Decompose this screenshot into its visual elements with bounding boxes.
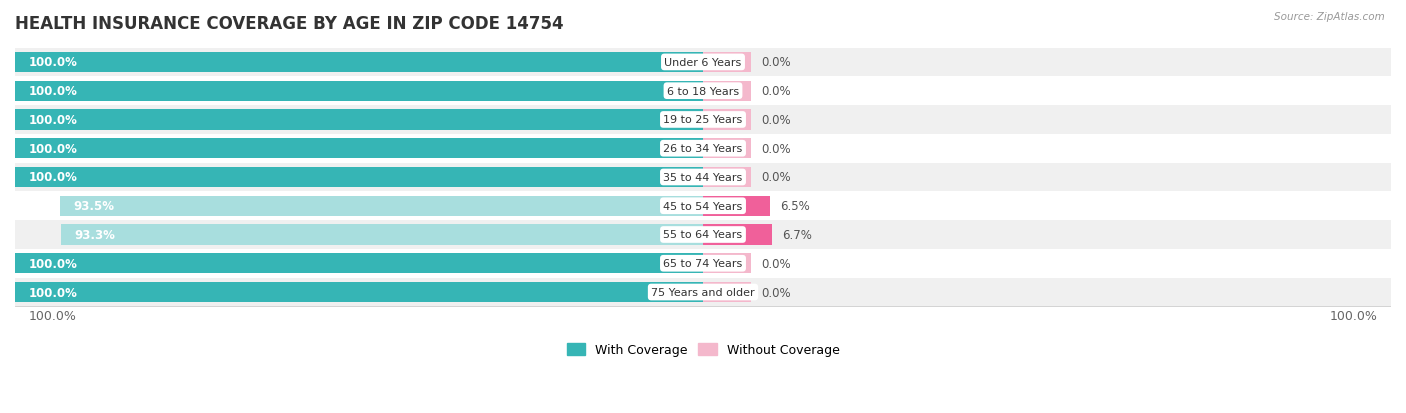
Text: 0.0%: 0.0%: [762, 85, 792, 98]
Bar: [15, 221, 1391, 249]
Text: 0.0%: 0.0%: [762, 257, 792, 270]
Bar: [59, 196, 703, 216]
Bar: [15, 278, 1391, 307]
Text: 100.0%: 100.0%: [28, 56, 77, 69]
Bar: [703, 168, 751, 188]
Bar: [15, 139, 703, 159]
Bar: [15, 81, 703, 102]
Text: 6 to 18 Years: 6 to 18 Years: [666, 86, 740, 97]
Text: 0.0%: 0.0%: [762, 56, 792, 69]
Bar: [703, 282, 751, 302]
Text: 0.0%: 0.0%: [762, 171, 792, 184]
Text: 100.0%: 100.0%: [28, 309, 77, 322]
Bar: [15, 110, 703, 130]
Bar: [60, 225, 703, 245]
Text: 35 to 44 Years: 35 to 44 Years: [664, 173, 742, 183]
Bar: [703, 53, 751, 73]
Text: 100.0%: 100.0%: [28, 257, 77, 270]
Text: 0.0%: 0.0%: [762, 142, 792, 155]
Text: 6.5%: 6.5%: [780, 200, 810, 213]
Bar: [15, 168, 703, 188]
Bar: [15, 53, 703, 73]
Text: 75 Years and older: 75 Years and older: [651, 287, 755, 297]
Text: 100.0%: 100.0%: [28, 85, 77, 98]
Bar: [703, 225, 772, 245]
Text: HEALTH INSURANCE COVERAGE BY AGE IN ZIP CODE 14754: HEALTH INSURANCE COVERAGE BY AGE IN ZIP …: [15, 15, 564, 33]
Bar: [15, 106, 1391, 135]
Text: 100.0%: 100.0%: [28, 114, 77, 127]
Bar: [15, 163, 1391, 192]
Bar: [15, 48, 1391, 77]
Text: 0.0%: 0.0%: [762, 114, 792, 127]
Text: 93.5%: 93.5%: [73, 200, 114, 213]
Bar: [703, 254, 751, 274]
Bar: [703, 139, 751, 159]
Legend: With Coverage, Without Coverage: With Coverage, Without Coverage: [561, 338, 845, 361]
Text: 65 to 74 Years: 65 to 74 Years: [664, 259, 742, 268]
Text: 100.0%: 100.0%: [28, 286, 77, 299]
Bar: [15, 135, 1391, 163]
Text: 26 to 34 Years: 26 to 34 Years: [664, 144, 742, 154]
Text: 45 to 54 Years: 45 to 54 Years: [664, 201, 742, 211]
Text: 100.0%: 100.0%: [1329, 309, 1378, 322]
Text: 100.0%: 100.0%: [28, 171, 77, 184]
Bar: [15, 282, 703, 302]
Bar: [703, 196, 770, 216]
Text: Source: ZipAtlas.com: Source: ZipAtlas.com: [1274, 12, 1385, 22]
Text: Under 6 Years: Under 6 Years: [665, 58, 741, 68]
Text: 6.7%: 6.7%: [783, 228, 813, 242]
Bar: [15, 254, 703, 274]
Bar: [15, 249, 1391, 278]
Text: 0.0%: 0.0%: [762, 286, 792, 299]
Bar: [703, 81, 751, 102]
Text: 93.3%: 93.3%: [75, 228, 115, 242]
Text: 100.0%: 100.0%: [28, 142, 77, 155]
Bar: [15, 192, 1391, 221]
Bar: [15, 77, 1391, 106]
Text: 55 to 64 Years: 55 to 64 Years: [664, 230, 742, 240]
Text: 19 to 25 Years: 19 to 25 Years: [664, 115, 742, 125]
Bar: [703, 110, 751, 130]
